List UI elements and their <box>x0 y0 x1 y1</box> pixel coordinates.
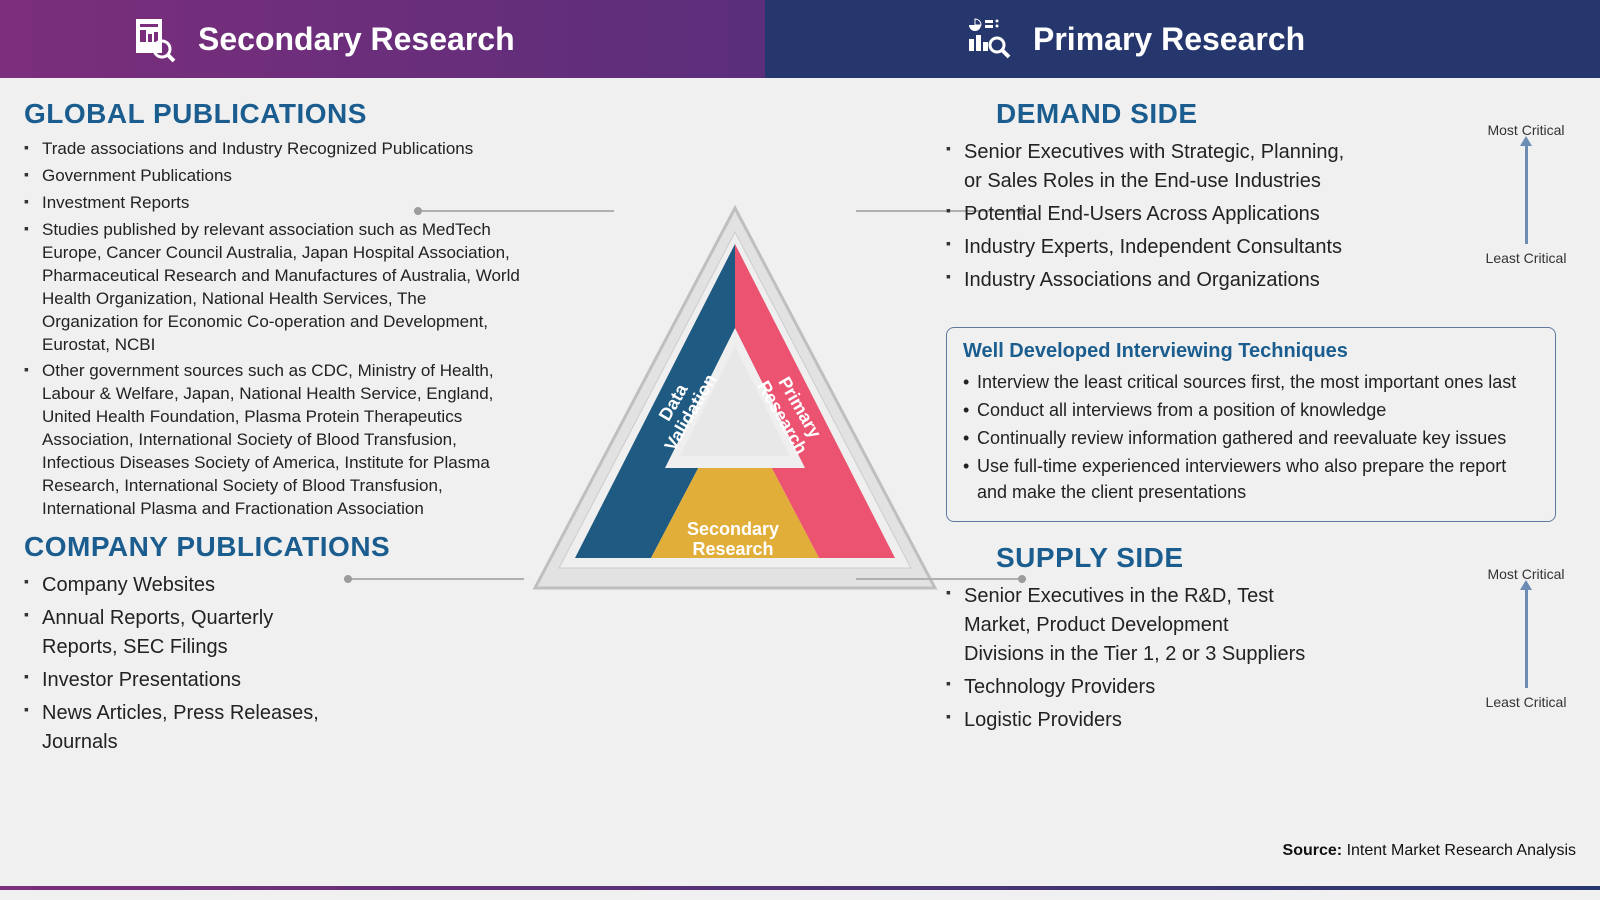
triangle-label: Research <box>692 539 773 559</box>
list-item: Investor Presentations <box>24 666 324 695</box>
list-item: Interview the least critical sources fir… <box>963 369 1539 395</box>
body: GLOBAL PUBLICATIONS Trade associations a… <box>0 78 1600 890</box>
list-item: Conduct all interviews from a position o… <box>963 397 1539 423</box>
header-right: Primary Research <box>765 0 1600 78</box>
triangle-column: Data Validation Primary Research Seconda… <box>524 98 946 890</box>
list-item: Logistic Providers <box>946 706 1306 735</box>
list-item: News Articles, Press Releases, Journals <box>24 699 324 757</box>
interview-box-list: Interview the least critical sources fir… <box>963 369 1539 505</box>
list-item: Company Websites <box>24 571 324 600</box>
header-bar: Secondary Research Primary Research <box>0 0 1600 78</box>
global-publications-block: GLOBAL PUBLICATIONS Trade associations a… <box>24 98 524 521</box>
triangle-diagram: Data Validation Primary Research Seconda… <box>525 198 945 598</box>
footer-accent-line <box>0 886 1600 890</box>
source-text: Intent Market Research Analysis <box>1347 842 1576 859</box>
list-item: Use full-time experienced interviewers w… <box>963 453 1539 505</box>
list-item: Trade associations and Industry Recogniz… <box>24 138 524 161</box>
list-item: Government Publications <box>24 165 524 188</box>
arrow-up-icon <box>1525 588 1528 688</box>
supply-side-list: Senior Executives in the R&D, Test Marke… <box>946 582 1306 735</box>
source-attribution: Source: Intent Market Research Analysis <box>1283 842 1576 860</box>
list-item: Industry Associations and Organizations <box>946 266 1346 295</box>
least-critical-label: Least Critical <box>1486 250 1567 266</box>
interview-techniques-box: Well Developed Interviewing Techniques I… <box>946 327 1556 522</box>
document-search-icon <box>130 15 178 63</box>
demand-criticality-gauge: Most Critical Least Critical <box>1476 98 1576 266</box>
demand-side-title: DEMAND SIDE <box>946 98 1476 130</box>
supply-criticality-gauge: Most Critical Least Critical <box>1476 542 1576 710</box>
header-left: Secondary Research <box>0 0 765 78</box>
source-label: Source: <box>1283 842 1343 859</box>
company-publications-title: COMPANY PUBLICATIONS <box>24 531 524 563</box>
demand-side-list: Senior Executives with Strategic, Planni… <box>946 138 1346 295</box>
least-critical-label: Least Critical <box>1486 694 1567 710</box>
list-item: Studies published by relevant associatio… <box>24 219 524 357</box>
demand-side-block: DEMAND SIDE Senior Executives with Strat… <box>946 98 1576 299</box>
interview-box-title: Well Developed Interviewing Techniques <box>963 340 1539 363</box>
connector-line <box>414 210 614 212</box>
supply-side-title: SUPPLY SIDE <box>946 542 1476 574</box>
company-publications-block: COMPANY PUBLICATIONS Company Websites An… <box>24 531 524 757</box>
list-item: Other government sources such as CDC, Mi… <box>24 360 524 521</box>
company-publications-list: Company Websites Annual Reports, Quarter… <box>24 571 324 757</box>
global-publications-list: Trade associations and Industry Recogniz… <box>24 138 524 521</box>
list-item: Technology Providers <box>946 673 1306 702</box>
connector-line <box>856 578 1026 580</box>
connector-line <box>344 578 524 580</box>
chart-search-icon <box>965 15 1013 63</box>
arrow-up-icon <box>1525 144 1528 244</box>
global-publications-title: GLOBAL PUBLICATIONS <box>24 98 524 130</box>
list-item: Annual Reports, Quarterly Reports, SEC F… <box>24 604 324 662</box>
list-item: Senior Executives with Strategic, Planni… <box>946 138 1346 196</box>
list-item: Senior Executives in the R&D, Test Marke… <box>946 582 1306 669</box>
supply-side-block: SUPPLY SIDE Senior Executives in the R&D… <box>946 542 1576 739</box>
list-item: Potential End-Users Across Applications <box>946 200 1346 229</box>
right-column: DEMAND SIDE Senior Executives with Strat… <box>946 98 1576 890</box>
triangle-face-secondary-research: Secondary Research <box>673 520 793 560</box>
left-column: GLOBAL PUBLICATIONS Trade associations a… <box>24 98 524 890</box>
header-right-title: Primary Research <box>1033 21 1305 58</box>
header-left-title: Secondary Research <box>198 21 515 58</box>
list-item: Industry Experts, Independent Consultant… <box>946 233 1346 262</box>
list-item: Continually review information gathered … <box>963 425 1539 451</box>
triangle-label: Secondary <box>687 519 779 539</box>
